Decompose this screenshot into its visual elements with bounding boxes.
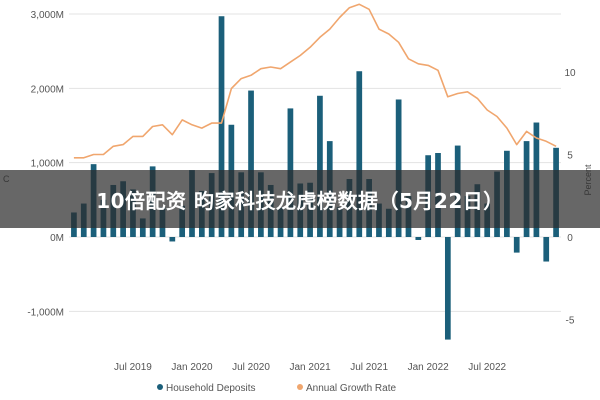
left-axis-ticks: 3,000M 2,000M 1,000M 0M -1,000M [27, 10, 64, 318]
x-tick-label: Jul 2019 [114, 362, 152, 373]
legend-label: Household Deposits [166, 383, 256, 394]
deposit-bar [395, 99, 402, 237]
x-tick-label: Jan 2021 [290, 362, 332, 373]
left-tick-label: 3,000M [31, 10, 64, 21]
growth-line-series [73, 3, 557, 159]
deposit-bar [415, 237, 422, 240]
deposit-bar [317, 95, 323, 238]
legend-label: Annual Growth Rate [306, 383, 396, 394]
right-tick-label: 5 [567, 151, 573, 162]
x-tick-label: Jan 2020 [171, 362, 213, 373]
deposit-bar [513, 237, 520, 253]
deposit-bar [218, 16, 225, 238]
title-banner: 10倍配资 昀家科技龙虎榜数据（5月22日） [0, 170, 600, 228]
right-tick-label: 0 [567, 233, 573, 244]
x-tick-label: Jul 2022 [468, 362, 506, 373]
legend: Household Deposits Annual Growth Rate [157, 383, 396, 394]
x-tick-label: Jan 2022 [408, 362, 450, 373]
legend-marker [297, 384, 303, 390]
right-tick-label: 10 [564, 68, 576, 79]
right-tick-label: -5 [566, 316, 575, 327]
deposit-bar [543, 237, 550, 262]
left-tick-label: -1,000M [27, 307, 64, 318]
banner-title: 10倍配资 昀家科技龙虎榜数据（5月22日） [96, 188, 504, 213]
left-tick-label: 0M [50, 233, 64, 244]
growth-rate-line [73, 3, 557, 159]
right-axis-ticks: 10 5 0 -5 [564, 68, 576, 327]
x-axis-ticks: Jul 2019 Jan 2020 Jul 2020 Jan 2021 Jul 2021… [114, 362, 506, 373]
deposit-bar [444, 237, 451, 340]
legend-marker [157, 384, 163, 390]
x-tick-label: Jul 2020 [232, 362, 270, 373]
left-tick-label: 2,000M [31, 84, 64, 95]
left-tick-label: 1,000M [31, 159, 64, 170]
deposit-bar [248, 90, 254, 238]
x-tick-label: Jul 2021 [350, 362, 388, 373]
deposit-bar [356, 71, 363, 237]
gridlines [69, 13, 561, 312]
deposit-bar [169, 237, 176, 242]
